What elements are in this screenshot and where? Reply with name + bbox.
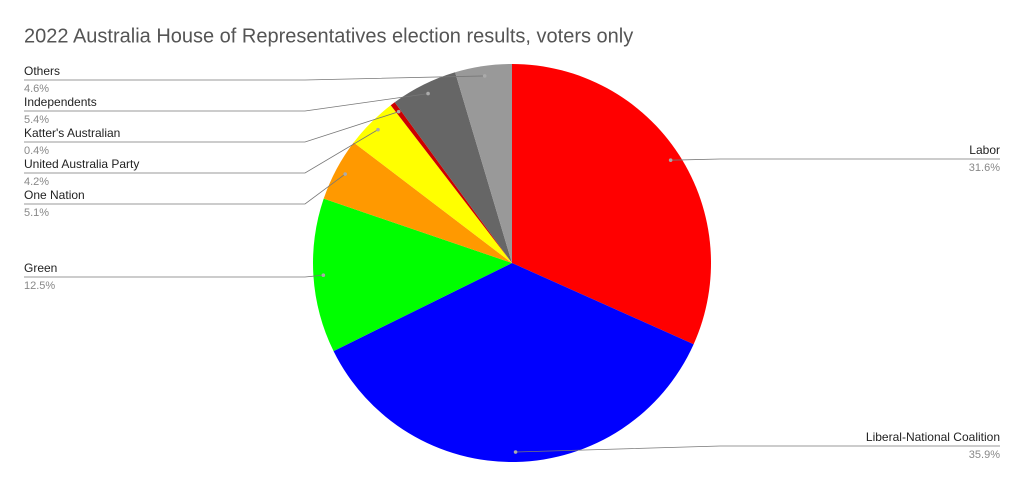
label-value: 35.9% [969, 449, 1000, 461]
leader-dot [376, 127, 380, 132]
leader-dot [321, 273, 326, 278]
label-name: Green [24, 261, 57, 275]
pie-slice [313, 198, 512, 352]
label-value: 4.6% [24, 83, 49, 95]
label-name: Liberal-National Coalition [866, 430, 1000, 444]
leader-line [670, 158, 1000, 161]
leader-dot [396, 109, 401, 114]
leader-line [24, 111, 399, 143]
label-value: 31.6% [969, 162, 1000, 174]
leader-line [24, 173, 346, 205]
label-value: 5.1% [24, 207, 49, 219]
pie-slice [455, 64, 512, 263]
leader-line [24, 93, 429, 112]
label-name: United Australia Party [24, 157, 139, 171]
leader-dot [426, 91, 430, 96]
label-value: 4.2% [24, 176, 49, 188]
label-value: 12.5% [24, 280, 55, 292]
label-name: Labor [969, 143, 1000, 157]
chart-title: 2022 Australia House of Representatives … [24, 25, 633, 47]
label-name: Katter's Australian [24, 126, 120, 140]
leader-dot [668, 158, 673, 162]
pie-slice [394, 72, 512, 264]
leader-dot [343, 172, 347, 176]
leader-line [24, 129, 379, 174]
label-name: Independents [24, 95, 97, 109]
pie-slice [333, 263, 694, 463]
pie-slice [323, 142, 512, 263]
leader-line [515, 445, 1000, 453]
leader-dot [482, 74, 487, 78]
pie-slice [390, 102, 512, 263]
leader-line [24, 75, 485, 81]
leader-line [24, 274, 324, 278]
label-name: One Nation [24, 188, 85, 202]
label-value: 5.4% [24, 114, 49, 126]
leader-dot [513, 450, 518, 454]
label-name: Others [24, 64, 60, 78]
pie-slice [512, 64, 711, 345]
label-value: 0.4% [24, 145, 49, 157]
pie-slice [353, 105, 512, 263]
